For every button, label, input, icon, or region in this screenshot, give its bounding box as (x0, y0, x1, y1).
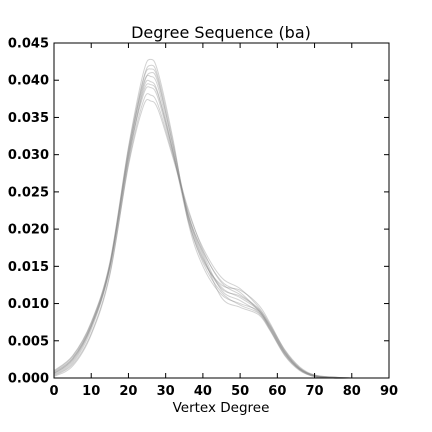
x-tick-label: 0 (49, 384, 58, 399)
x-tick-label: 10 (82, 384, 100, 399)
y-tick-label: 0.040 (8, 74, 49, 89)
series-line-9 (53, 64, 352, 379)
plot-frame (53, 42, 390, 379)
x-axis-label: Vertex Degree (173, 400, 270, 416)
x-tick-label: 80 (343, 384, 361, 399)
curves-group (53, 58, 352, 379)
chart-title: Degree Sequence (ba) (131, 23, 311, 42)
x-axis: 0 10 20 30 40 50 60 70 80 90 (49, 43, 398, 399)
y-tick-label: 0.000 (8, 372, 49, 387)
x-tick-label: 50 (231, 384, 249, 399)
series-line-6 (53, 79, 352, 379)
x-tick-label: 30 (157, 384, 175, 399)
x-tick-label: 60 (268, 384, 286, 399)
series-line-3 (53, 58, 352, 379)
y-tick-label: 0.030 (8, 148, 49, 163)
y-tick-label: 0.045 (8, 37, 49, 52)
series-line-1 (53, 68, 352, 379)
x-tick-label: 40 (194, 384, 212, 399)
x-tick-label: 70 (306, 384, 324, 399)
x-tick-label: 90 (380, 384, 398, 399)
y-tick-label: 0.025 (8, 185, 49, 200)
y-tick-label: 0.010 (8, 297, 49, 312)
x-tick-label: 20 (119, 384, 137, 399)
y-axis: 0.000 0.005 0.010 0.015 0.020 0.025 0.030 0.035… (8, 37, 389, 387)
y-tick-label: 0.015 (8, 260, 49, 275)
series-line-5 (53, 74, 352, 379)
series-line-4 (53, 98, 352, 379)
series-line-10 (53, 83, 352, 379)
series-line-8 (53, 93, 352, 379)
y-tick-label: 0.020 (8, 223, 49, 238)
series-line-2 (53, 86, 352, 379)
series-line-7 (53, 71, 352, 379)
y-tick-label: 0.035 (8, 111, 49, 126)
y-tick-label: 0.005 (8, 334, 49, 349)
